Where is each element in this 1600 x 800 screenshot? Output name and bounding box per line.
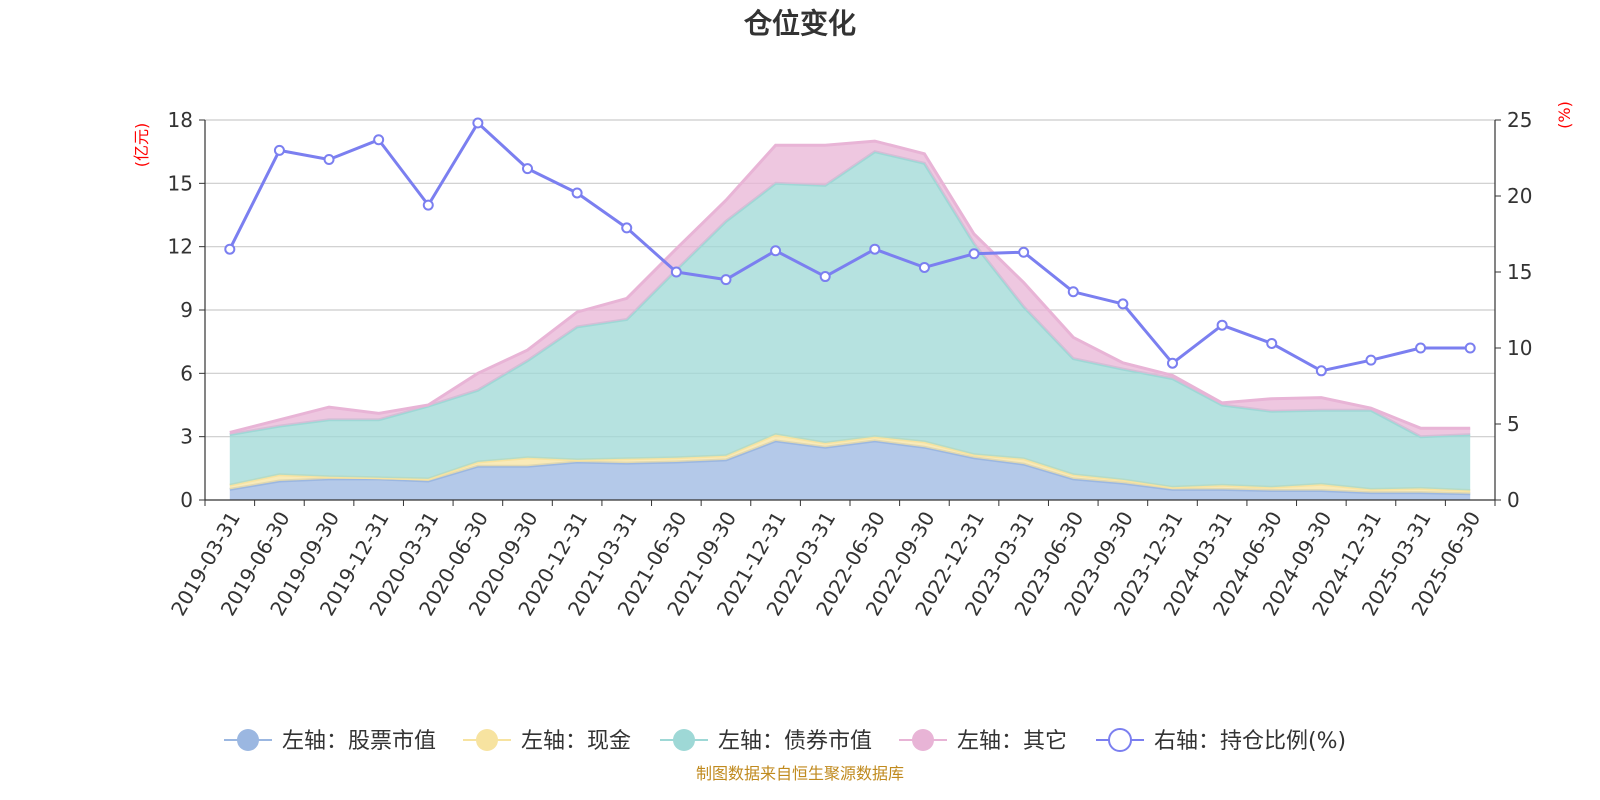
legend-item[interactable]: 右轴：持仓比例(%) xyxy=(1096,728,1346,754)
ratio-point[interactable] xyxy=(819,271,831,283)
left-tick-label: 3 xyxy=(180,425,193,449)
ratio-point[interactable] xyxy=(918,261,930,273)
source-footnote: 制图数据来自恒生聚源数据库 xyxy=(696,764,904,783)
legend-marker xyxy=(237,729,259,751)
legend-label: 左轴：现金 xyxy=(521,729,631,754)
area-edge xyxy=(229,150,1471,439)
legend-label: 左轴：其它 xyxy=(957,729,1067,754)
ratio-point[interactable] xyxy=(1167,357,1178,369)
area-band xyxy=(229,141,1471,437)
ratio-point[interactable] xyxy=(720,274,732,286)
ratio-point[interactable] xyxy=(1018,246,1030,258)
ratio-point[interactable] xyxy=(323,154,335,166)
ratio-point[interactable] xyxy=(1365,354,1377,366)
ratio-point[interactable] xyxy=(273,144,285,156)
legend-item[interactable]: 左轴：现金 xyxy=(463,729,631,754)
left-tick-label: 18 xyxy=(168,108,193,132)
ratio-point[interactable] xyxy=(1315,365,1327,377)
legend-marker xyxy=(912,729,934,751)
ratio-point[interactable] xyxy=(869,243,881,255)
ratio-point[interactable] xyxy=(422,199,434,211)
legend: 左轴：股票市值 左轴：现金 左轴：债券市值 左轴：其它 右轴：持仓比例(%) xyxy=(224,728,1346,754)
legend-label: 右轴：持仓比例(%) xyxy=(1154,729,1346,754)
legend-marker xyxy=(1108,728,1132,752)
ratio-point[interactable] xyxy=(621,222,633,234)
ratio-point[interactable] xyxy=(770,245,782,257)
left-axis-unit: (亿元) xyxy=(132,123,151,168)
legend-label: 左轴：债券市值 xyxy=(718,729,872,754)
stacked-areas xyxy=(229,139,1471,500)
right-tick-label: 0 xyxy=(1507,488,1520,512)
ratio-point[interactable] xyxy=(1117,298,1129,310)
ratio-point[interactable] xyxy=(1266,337,1278,349)
right-tick-label: 15 xyxy=(1507,260,1532,284)
legend-marker xyxy=(476,729,498,751)
ratio-point[interactable] xyxy=(968,248,980,260)
area-edge xyxy=(229,139,1471,434)
right-tick-label: 10 xyxy=(1507,336,1532,360)
ratio-point[interactable] xyxy=(670,266,682,278)
legend-marker xyxy=(673,729,695,751)
ratio-line-path xyxy=(228,121,1471,373)
ratio-point[interactable] xyxy=(522,163,533,175)
ratio-point[interactable] xyxy=(373,134,385,146)
chart-title: 仓位变化 xyxy=(744,7,856,40)
left-tick-label: 6 xyxy=(180,361,193,385)
left-tick-label: 15 xyxy=(168,171,193,195)
legend-item[interactable]: 左轴：股票市值 xyxy=(224,729,436,754)
ratio-point[interactable] xyxy=(571,187,583,199)
right-tick-label: 25 xyxy=(1507,108,1532,132)
ratio-point[interactable] xyxy=(1415,342,1427,354)
ratio-point[interactable] xyxy=(1464,342,1476,354)
left-tick-label: 9 xyxy=(180,298,193,322)
right-axis-unit: (%) xyxy=(1555,101,1574,129)
area-band xyxy=(229,440,1471,500)
left-tick-label: 0 xyxy=(180,488,193,512)
right-tick-label: 5 xyxy=(1507,412,1520,436)
legend-item[interactable]: 左轴：其它 xyxy=(899,729,1067,754)
ratio-point[interactable] xyxy=(472,117,484,129)
legend-label: 左轴：股票市值 xyxy=(282,729,436,754)
legend-item[interactable]: 左轴：债券市值 xyxy=(660,729,872,754)
right-tick-label: 20 xyxy=(1507,184,1532,208)
ratio-point[interactable] xyxy=(224,243,236,255)
left-tick-label: 12 xyxy=(168,235,193,259)
area-band xyxy=(229,151,1471,491)
ratio-point[interactable] xyxy=(1067,286,1079,298)
ratio-line xyxy=(224,117,1476,377)
ratio-point[interactable] xyxy=(1216,319,1228,331)
